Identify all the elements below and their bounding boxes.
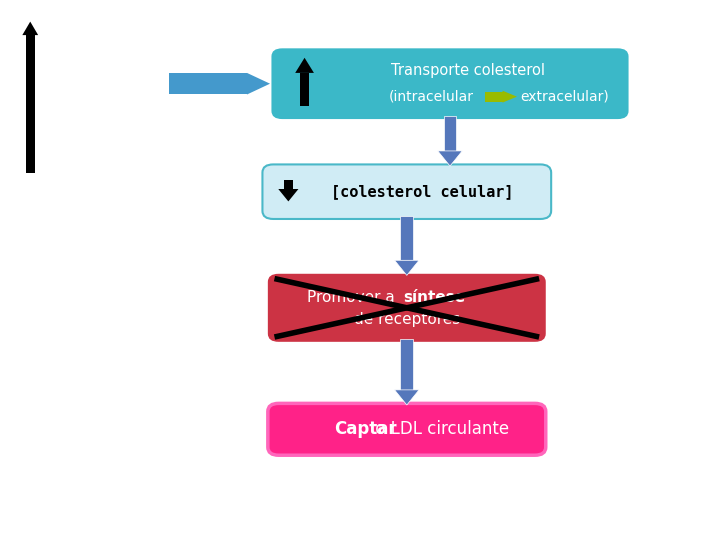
Polygon shape <box>169 73 247 94</box>
Polygon shape <box>503 91 517 103</box>
Polygon shape <box>295 58 314 73</box>
Polygon shape <box>284 180 292 189</box>
Polygon shape <box>395 260 419 275</box>
Polygon shape <box>247 73 270 94</box>
Polygon shape <box>400 216 413 260</box>
Text: síntese: síntese <box>403 289 465 305</box>
Text: [colesterol celular]: [colesterol celular] <box>331 184 514 199</box>
Polygon shape <box>26 35 35 173</box>
FancyBboxPatch shape <box>262 164 552 219</box>
Text: Promover a: Promover a <box>307 289 400 305</box>
Text: Transporte colesterol: Transporte colesterol <box>391 63 545 78</box>
Text: de receptores: de receptores <box>354 312 460 327</box>
Text: extracelular): extracelular) <box>521 90 609 104</box>
Polygon shape <box>400 339 413 390</box>
Polygon shape <box>444 117 456 151</box>
FancyBboxPatch shape <box>268 274 546 342</box>
Text: o LDL circulante: o LDL circulante <box>369 420 509 438</box>
Text: (intracelular: (intracelular <box>389 90 474 104</box>
Polygon shape <box>395 390 419 405</box>
FancyBboxPatch shape <box>268 403 546 455</box>
Polygon shape <box>438 151 462 166</box>
Polygon shape <box>22 22 38 35</box>
Polygon shape <box>485 92 503 102</box>
Polygon shape <box>300 73 310 106</box>
Text: Captar: Captar <box>334 420 396 438</box>
FancyBboxPatch shape <box>271 49 629 119</box>
Polygon shape <box>278 189 299 201</box>
